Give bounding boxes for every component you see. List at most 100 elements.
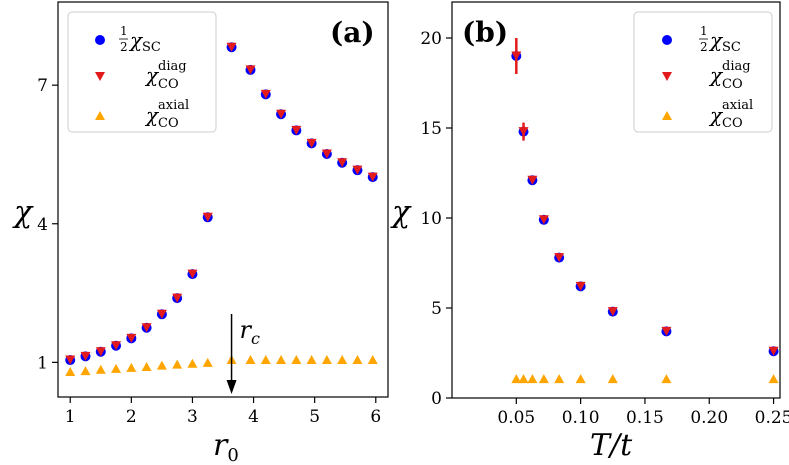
svg-text:χ: χ — [708, 63, 724, 87]
x-tick-label: 5 — [309, 407, 320, 427]
svg-text:2: 2 — [700, 40, 708, 54]
svg-text:axial: axial — [158, 98, 189, 113]
legend-b-sc-marker — [662, 35, 672, 45]
axial-point — [65, 367, 76, 377]
y-tick-label: 1 — [37, 353, 48, 373]
svg-text:χ: χ — [708, 28, 724, 52]
axial-point — [538, 374, 549, 384]
diag-point — [276, 109, 287, 119]
panel-a-legend-box — [67, 11, 217, 133]
panel-b-legend: 1 2 χ SC χ diag CO χ axial CO — [633, 11, 773, 133]
svg-text:CO: CO — [722, 116, 743, 131]
diag-point — [367, 172, 378, 182]
diag-point — [511, 51, 522, 61]
axial-point — [352, 355, 363, 365]
svg-text:diag: diag — [158, 59, 187, 74]
x-tick-label: 0.10 — [562, 408, 600, 428]
diag-point — [661, 326, 672, 336]
axial-point — [291, 355, 302, 365]
axial-point — [126, 362, 137, 372]
axial-point — [337, 355, 348, 365]
axial-point — [367, 355, 378, 365]
diag-point — [65, 355, 76, 365]
axial-point — [575, 374, 586, 384]
panel-a-ticks: 1 2 3 4 5 6 1 4 7 — [37, 76, 381, 427]
diag-point — [554, 253, 565, 263]
rc-annotation: rc — [226, 314, 260, 394]
panel-a-ylabel: χ — [12, 195, 34, 230]
svg-text:χ: χ — [144, 103, 160, 127]
axial-point — [321, 355, 332, 365]
svg-text:1: 1 — [700, 24, 708, 38]
axial-point — [607, 374, 618, 384]
legend-a-axial-label: χ axial CO — [144, 98, 189, 131]
svg-text:SC: SC — [142, 40, 161, 55]
x-tick-label: 0.05 — [497, 408, 535, 428]
axial-point — [187, 358, 198, 368]
legend-a-diag-marker — [95, 72, 105, 81]
axial-point — [202, 357, 213, 367]
x-tick-label: 0.25 — [755, 408, 789, 428]
axial-point — [276, 355, 287, 365]
diag-point — [538, 215, 549, 225]
y-tick-label: 5 — [431, 299, 442, 319]
x-tick-label: 1 — [65, 407, 76, 427]
diag-point — [575, 281, 586, 291]
panel-b-frame — [451, 1, 781, 399]
axial-point — [95, 364, 106, 374]
legend-b-diag-marker — [662, 72, 672, 81]
diag-point — [352, 165, 363, 175]
diag-point — [202, 212, 213, 222]
diag-point — [527, 175, 538, 185]
legend-b-axial-marker — [662, 111, 672, 120]
diag-point — [518, 127, 529, 137]
x-tick-label: 3 — [187, 407, 198, 427]
diag-point — [156, 309, 167, 319]
svg-text:SC: SC — [722, 40, 741, 55]
axial-point — [111, 363, 122, 373]
diag-point — [607, 307, 618, 317]
diag-point — [321, 149, 332, 159]
svg-text:1: 1 — [120, 24, 128, 38]
axial-point — [306, 355, 317, 365]
panel-b-ticks: 0.05 0.10 0.15 0.20 0.25 0 5 10 15 20 — [420, 29, 789, 428]
axial-point — [141, 361, 152, 371]
svg-text:χ: χ — [144, 63, 160, 87]
svg-text:2: 2 — [120, 40, 128, 54]
legend-b-axial-label: χ axial CO — [708, 98, 753, 131]
legend-a-axial-marker — [95, 111, 105, 120]
svg-text:χ: χ — [128, 28, 144, 52]
svg-text:diag: diag — [722, 59, 751, 74]
legend-a-sc-label: 1 2 χ SC — [119, 24, 161, 55]
svg-text:axial: axial — [722, 98, 753, 113]
diag-point — [337, 158, 348, 168]
x-tick-label: 4 — [248, 407, 259, 427]
panel-b-xlabel: T/t — [590, 428, 633, 463]
panel-b-ylabel: χ — [390, 195, 412, 230]
diag-point — [141, 323, 152, 333]
diag-point — [768, 346, 779, 356]
axial-point — [260, 355, 271, 365]
diag-point — [187, 269, 198, 279]
axial-point — [527, 374, 538, 384]
legend-a-sc-marker — [95, 35, 105, 45]
diag-point — [95, 347, 106, 357]
axial-point — [245, 355, 256, 365]
panel-b: (b) 0.05 0.10 0.15 0.20 0.25 0 5 10 15 20 1 2 χ S… — [390, 1, 789, 463]
legend-a-diag-label: χ diag CO — [144, 59, 187, 92]
diag-point — [80, 351, 91, 361]
x-tick-label: 2 — [126, 407, 137, 427]
diag-point — [245, 65, 256, 75]
rc-label: rc — [240, 316, 260, 348]
diag-point — [260, 89, 271, 99]
y-tick-label: 20 — [420, 29, 442, 49]
y-tick-label: 10 — [420, 209, 442, 229]
diag-point — [226, 42, 237, 52]
diag-point — [306, 138, 317, 148]
svg-text:CO: CO — [158, 77, 179, 92]
svg-text:CO: CO — [158, 116, 179, 131]
rc-arrow-head — [226, 380, 237, 394]
y-tick-label: 15 — [420, 119, 442, 139]
x-tick-label: 0.15 — [626, 408, 664, 428]
